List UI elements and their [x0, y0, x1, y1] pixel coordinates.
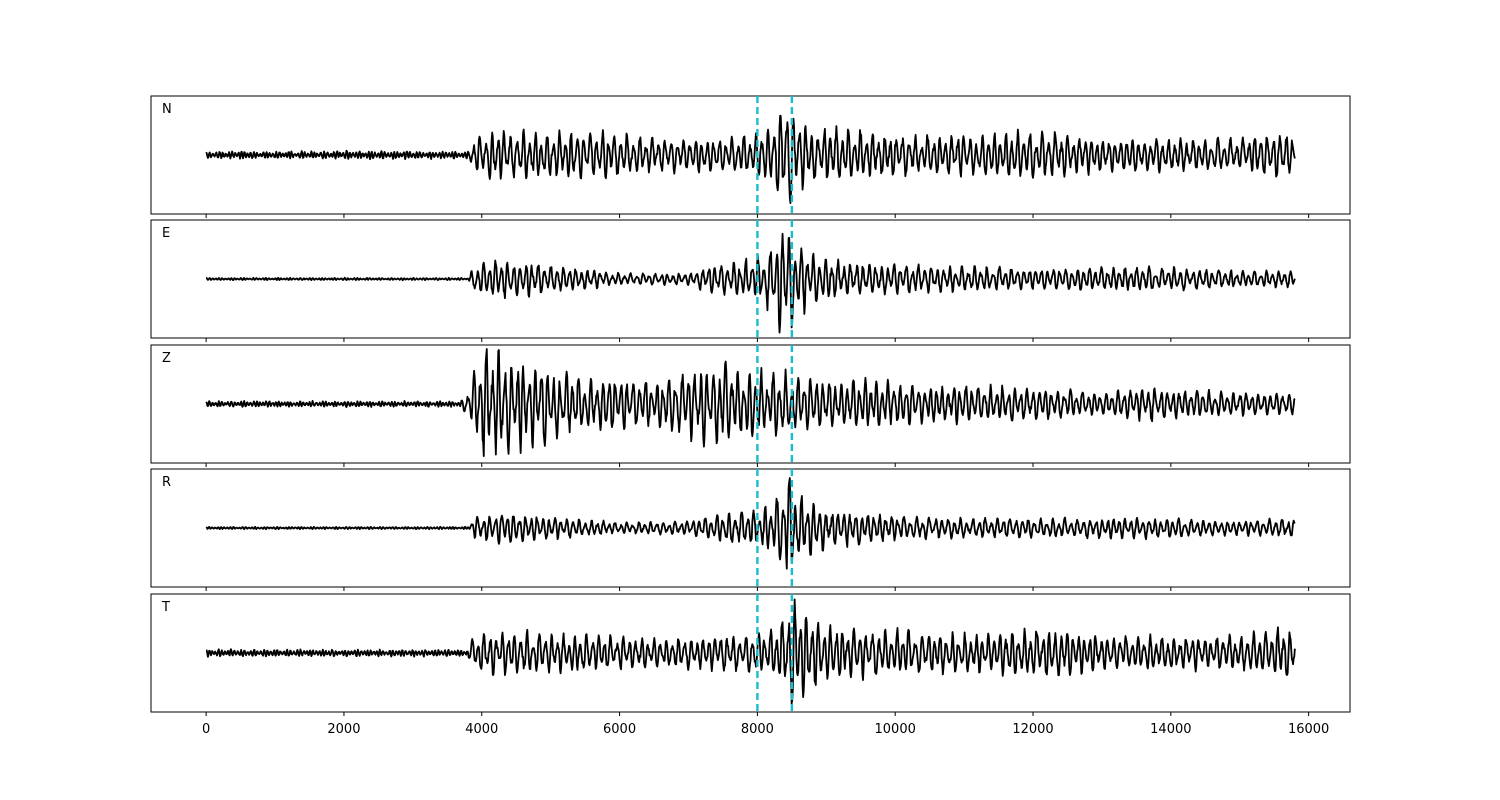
x-tick-label: 8000 — [741, 722, 774, 737]
x-tick-label: 2000 — [327, 722, 360, 737]
panels-layer: N E Z R T — [150, 95, 1351, 716]
panel-label: N — [162, 102, 172, 117]
panel-label: Z — [162, 351, 171, 366]
panel-frame — [150, 95, 1351, 215]
panel-frame — [150, 593, 1351, 713]
panel-e: E — [150, 219, 1351, 342]
x-tick-label: 10000 — [875, 722, 916, 737]
panel-frame — [150, 344, 1351, 464]
x-tick-label: 4000 — [465, 722, 498, 737]
x-tick-label: 14000 — [1150, 722, 1191, 737]
x-tick-label: 6000 — [603, 722, 636, 737]
trace-n — [205, 114, 1296, 204]
x-tick-label: 0 — [202, 722, 210, 737]
panel-label: T — [161, 600, 170, 615]
panel-label: R — [162, 475, 171, 490]
panel-n: N — [150, 95, 1351, 218]
panel-z: Z — [150, 344, 1351, 467]
trace-t — [205, 598, 1296, 705]
panel-frame — [150, 219, 1351, 339]
x-axis: 0 2000 4000 6000 8000 10000 12000 14000 16000 — [202, 722, 1329, 737]
x-tick-label: 16000 — [1288, 722, 1329, 737]
x-tick-label: 12000 — [1012, 722, 1053, 737]
panel-frame — [150, 468, 1351, 588]
panel-r: R — [150, 468, 1351, 591]
trace-e — [205, 232, 1296, 334]
panel-label: E — [162, 226, 170, 241]
trace-r — [205, 477, 1296, 570]
panel-t: T — [150, 593, 1351, 716]
trace-z — [205, 348, 1296, 457]
